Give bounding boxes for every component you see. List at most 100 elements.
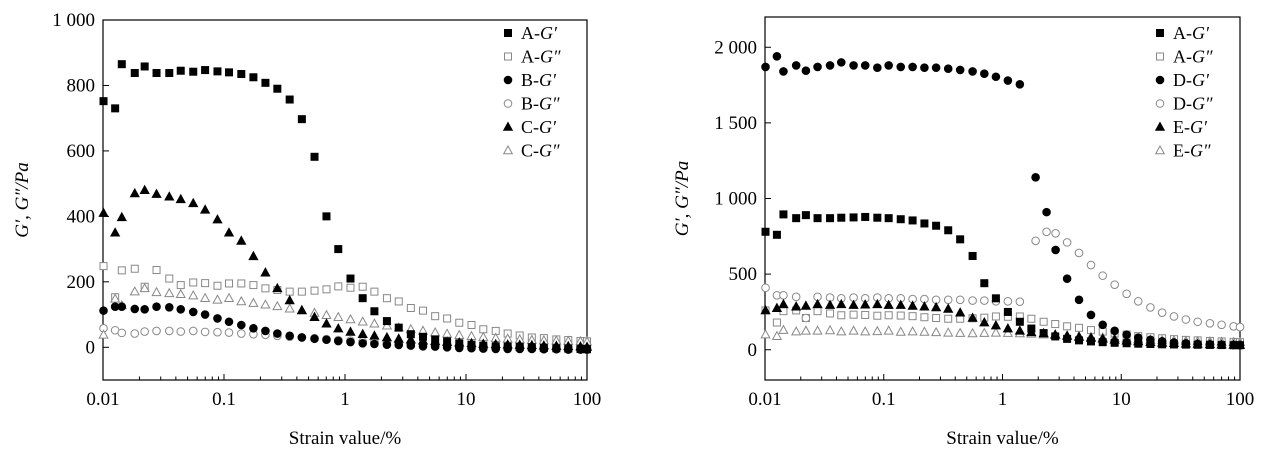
data-point (1003, 297, 1013, 306)
data-point (111, 104, 120, 113)
data-point (1121, 335, 1132, 345)
legend-label-prefix: B- (521, 70, 539, 90)
data-point (800, 325, 812, 335)
data-point (1145, 336, 1156, 346)
data-point (1156, 337, 1168, 347)
data-point (873, 311, 882, 320)
series-a-gprime (99, 60, 591, 354)
legend-label-symbol: G′ (539, 117, 557, 137)
data-point (1204, 338, 1216, 349)
data-point (837, 213, 846, 222)
data-point (431, 312, 440, 321)
data-point (848, 299, 859, 309)
data-point (849, 213, 858, 222)
data-point (117, 60, 126, 69)
legend-label: D-G″ (1173, 94, 1213, 114)
data-point (236, 235, 247, 245)
data-point (164, 326, 174, 336)
data-point (116, 211, 127, 222)
data-point (188, 307, 198, 317)
legend-label-symbol: G′ (540, 23, 558, 43)
data-point (130, 329, 140, 338)
data-point (990, 320, 1002, 330)
data-point (761, 227, 770, 236)
data-point (1051, 228, 1060, 238)
data-point (778, 324, 789, 334)
data-point (370, 287, 379, 296)
data-point (273, 329, 282, 338)
data-point (1181, 315, 1191, 324)
data-point (930, 326, 942, 337)
data-point (563, 340, 574, 351)
data-point (1074, 295, 1084, 305)
data-point (772, 52, 782, 61)
data-point (284, 303, 295, 313)
x-tick-label: 100 (1226, 389, 1255, 410)
data-point (779, 210, 788, 219)
legend-label: E-G″ (1173, 141, 1211, 161)
data-point (297, 115, 306, 124)
y-tick-label: 1 500 (714, 113, 757, 134)
data-point (943, 303, 954, 313)
legend-item: D-G″ (1155, 94, 1213, 114)
data-point (849, 61, 858, 70)
data-point (454, 337, 465, 347)
data-point (968, 296, 977, 305)
data-point (285, 287, 294, 296)
data-point (1086, 310, 1096, 320)
data-point (872, 325, 883, 336)
data-point (1061, 330, 1073, 340)
x-tick-label: 10 (1112, 389, 1131, 410)
data-point (152, 69, 161, 78)
data-point (1109, 334, 1120, 344)
data-point (1110, 280, 1119, 290)
data-point (1039, 317, 1048, 326)
data-point (334, 245, 343, 254)
data-point (199, 292, 211, 302)
data-point (321, 309, 332, 319)
data-point (117, 266, 126, 275)
data-point (478, 338, 489, 348)
data-point (200, 310, 210, 319)
data-point (1133, 297, 1143, 306)
data-point (1228, 339, 1239, 349)
data-point (761, 283, 770, 293)
data-point (225, 68, 234, 77)
data-point (956, 235, 965, 244)
data-point (297, 333, 307, 342)
x-axis-label: Strain value/% (289, 428, 402, 448)
data-point (248, 297, 259, 307)
data-point (800, 300, 812, 310)
data-point (1051, 245, 1060, 255)
data-point (455, 318, 464, 327)
data-point (1002, 323, 1014, 333)
data-point (1015, 317, 1024, 326)
data-point (991, 312, 1000, 321)
data-point (129, 286, 140, 296)
series-a-gprime (761, 210, 1244, 350)
legend-label-symbol: G″ (1192, 47, 1213, 67)
data-point (261, 78, 270, 87)
y-axis-label: G′, G″/Pa (672, 161, 693, 236)
data-point (836, 326, 847, 336)
data-point (152, 302, 161, 311)
data-point (261, 326, 270, 336)
legend-label-symbol: G′ (1192, 23, 1210, 43)
data-point (212, 294, 223, 304)
x-axis-label: Strain value/% (946, 428, 1059, 448)
data-point (1042, 207, 1051, 217)
legend-label-symbol: G″ (1190, 141, 1211, 161)
data-point (920, 313, 929, 322)
legend-label-symbol: G′ (1192, 70, 1210, 90)
data-point (1110, 326, 1119, 336)
data-point (1063, 322, 1072, 331)
data-point (930, 301, 942, 312)
data-point (919, 326, 930, 336)
data-point (109, 227, 121, 237)
data-point (382, 294, 391, 303)
data-point (130, 69, 139, 78)
data-point (381, 331, 393, 342)
data-point (333, 311, 344, 321)
data-point (236, 295, 247, 306)
